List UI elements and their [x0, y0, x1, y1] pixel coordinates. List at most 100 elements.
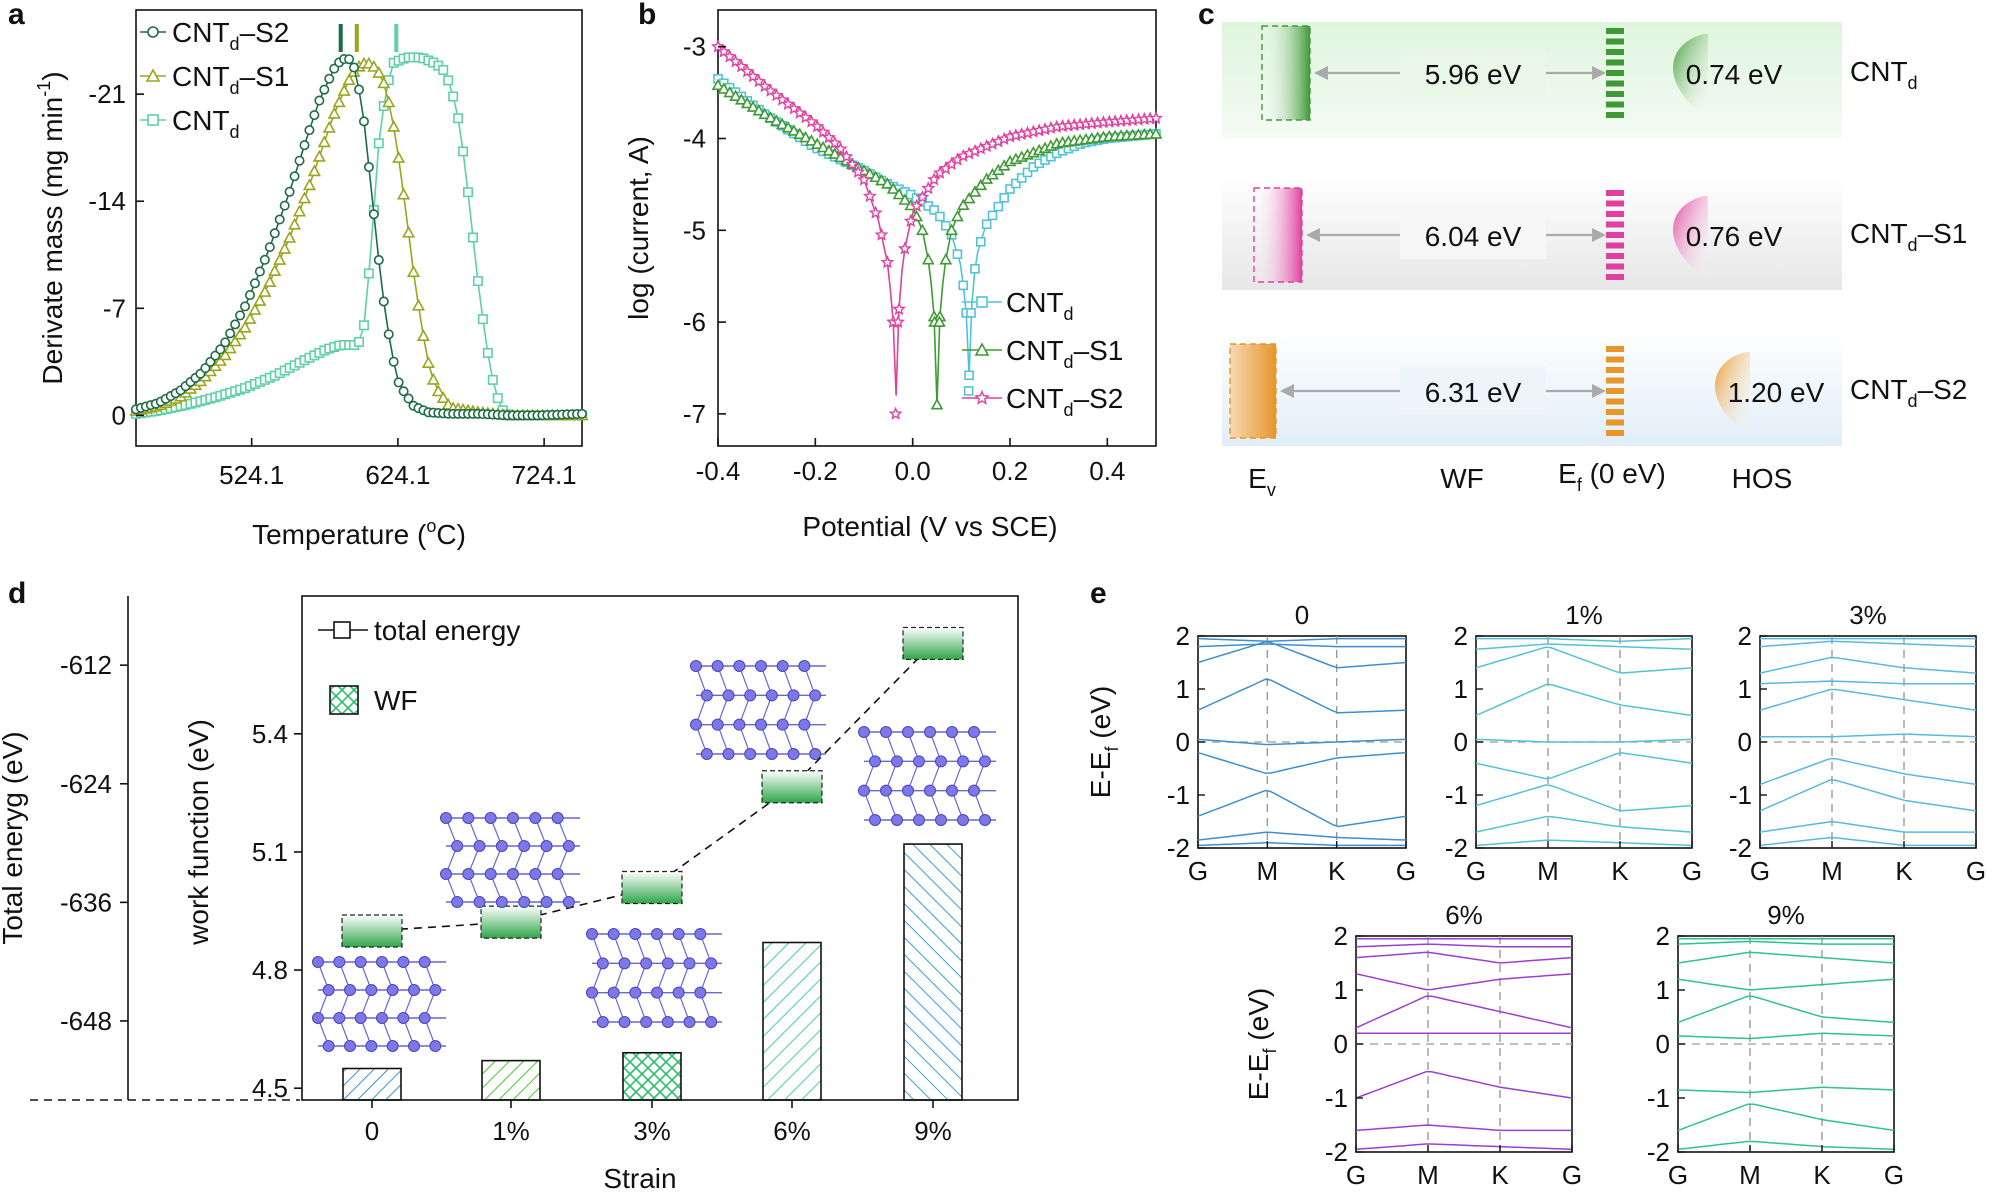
data-point-CNTd–S2 — [205, 356, 216, 367]
ef-dash — [1606, 49, 1624, 55]
data-point-CNTd–S2 — [383, 329, 394, 340]
panel-b-xlabel: Potential (V vs SCE) — [802, 511, 1057, 542]
data-point-CNTd–S1 — [263, 275, 277, 288]
ev-band — [1261, 25, 1311, 121]
total-energy-marker-1% — [480, 905, 542, 939]
data-point-CNTd–S2 — [284, 186, 295, 197]
data-point-CNTd — [958, 280, 969, 291]
data-point-CNTd–S2 — [403, 393, 414, 404]
y-tick-label: -7 — [103, 293, 126, 323]
band-x-tick-label: M — [1821, 856, 1843, 886]
band-line — [1475, 839, 1693, 847]
data-point-CNTd–S2 — [897, 241, 912, 255]
data-point-CNTd–S2 — [874, 227, 889, 241]
molecule-atom — [705, 957, 718, 970]
y-tick-label: -7 — [683, 399, 706, 429]
data-point-CNTd–S2 — [880, 255, 895, 269]
molecule-atom — [957, 814, 969, 826]
wf-tick-label: 5.4 — [252, 719, 288, 749]
data-point-CNTd–S1 — [810, 137, 824, 149]
data-point-CNTd — [1005, 184, 1015, 194]
data-point-CNTd — [964, 370, 974, 381]
data-point-CNTd–S2 — [215, 344, 226, 355]
molecule-atom — [440, 812, 452, 824]
ev-band — [1229, 343, 1277, 439]
molecule-atom — [690, 660, 702, 672]
band-y-tick-label: 2 — [1176, 621, 1190, 651]
wf-arrow-left-head — [1306, 228, 1320, 242]
band-y-tick-label: 2 — [1656, 921, 1670, 951]
data-point-CNTd–S2 — [309, 110, 320, 121]
data-point-CNTd — [358, 320, 369, 331]
band-line — [1475, 683, 1693, 717]
y-tick-label: -14 — [88, 186, 126, 216]
row-label-CNTd: CNTd — [1850, 56, 1918, 93]
x-tick-label: 0 — [365, 1116, 379, 1146]
band-y-tick-label: 2 — [1738, 621, 1752, 651]
ev-band — [1253, 187, 1303, 283]
molecule-atom — [397, 1012, 410, 1024]
molecule-atom — [869, 755, 881, 768]
data-point-CNTd–S1 — [781, 121, 795, 133]
molecule-atom — [640, 957, 653, 970]
molecule-atom — [902, 784, 914, 797]
data-point-CNTd — [935, 211, 945, 222]
band-x-tick-label: M — [1256, 856, 1278, 886]
data-point-CNTd–S1 — [740, 96, 754, 109]
molecule-atom — [935, 814, 947, 826]
molecule-atom — [891, 814, 903, 826]
band-x-tick-label: K — [1328, 856, 1346, 886]
ef-dash — [1606, 190, 1624, 196]
band-line — [1759, 836, 1976, 847]
molecule-atom — [365, 984, 378, 996]
data-point-CNTd–S2 — [393, 377, 404, 388]
data-point-CNTd — [453, 113, 464, 124]
ef-dash — [1606, 388, 1624, 394]
data-point-CNTd–S2 — [728, 54, 743, 68]
wf-arrow-right-head — [1592, 384, 1606, 398]
molecule-atom — [397, 956, 410, 968]
band-x-tick-label: K — [1813, 1160, 1831, 1190]
band-x-tick-label: G — [1562, 1160, 1582, 1190]
molecule-atom — [858, 784, 870, 797]
band-ylabel: E-Ef (eV) — [1243, 988, 1280, 1100]
band-line — [1197, 831, 1407, 841]
data-point-CNTd–S1 — [411, 298, 426, 311]
data-point-CNTd–S1 — [764, 111, 777, 123]
band-y-tick-label: -2 — [1729, 833, 1752, 863]
band-title: 3% — [1849, 600, 1887, 630]
data-point-CNTd–S1 — [933, 315, 946, 327]
wf-label-bg — [1400, 49, 1546, 97]
molecule-atom — [354, 956, 367, 968]
data-point-CNTd–S1 — [382, 95, 396, 108]
x-tick-label: 3% — [633, 1116, 671, 1146]
data-point-CNTd–S2 — [862, 188, 877, 203]
data-point-CNTd–S2 — [235, 310, 246, 321]
band-y-tick-label: -1 — [1729, 780, 1752, 810]
legend-label-CNTd: CNTd — [1006, 287, 1074, 324]
legend-label-CNTd–S2: CNTd–S2 — [1006, 383, 1123, 420]
molecule-atom — [651, 986, 663, 999]
energy-tick-label: -648 — [60, 1006, 112, 1036]
panel-b-plot-area — [711, 39, 1163, 420]
molecule-atom — [787, 689, 800, 702]
panel-b-frame — [717, 9, 1157, 447]
molecule-atom — [787, 748, 800, 760]
data-point-CNTd–S1 — [342, 73, 356, 86]
data-point-CNTd–S2 — [244, 290, 255, 301]
panel-c-diagram: 5.96 eV 0.74 eV CNTd 6.04 eV 0.76 eV CNTd–S1 6… — [1222, 22, 1967, 500]
molecule-atom — [462, 868, 475, 880]
x-tick-label: 724.1 — [512, 460, 577, 490]
data-point-CNTd–S1 — [711, 78, 725, 91]
band-line — [1759, 656, 1977, 674]
panel-c-rows: 5.96 eV 0.74 eV CNTd 6.04 eV 0.76 eV CNTd–S1 6… — [1229, 25, 1967, 439]
x-tick-label: 1% — [492, 1116, 530, 1146]
data-point-CNTd–S2 — [289, 171, 300, 182]
data-point-CNTd–S2 — [353, 84, 364, 95]
ef-dash — [1606, 398, 1624, 405]
molecule-atom — [924, 784, 936, 797]
band-y-tick-label: -1 — [1647, 1083, 1670, 1113]
data-point-CNTd–S1 — [886, 182, 900, 194]
